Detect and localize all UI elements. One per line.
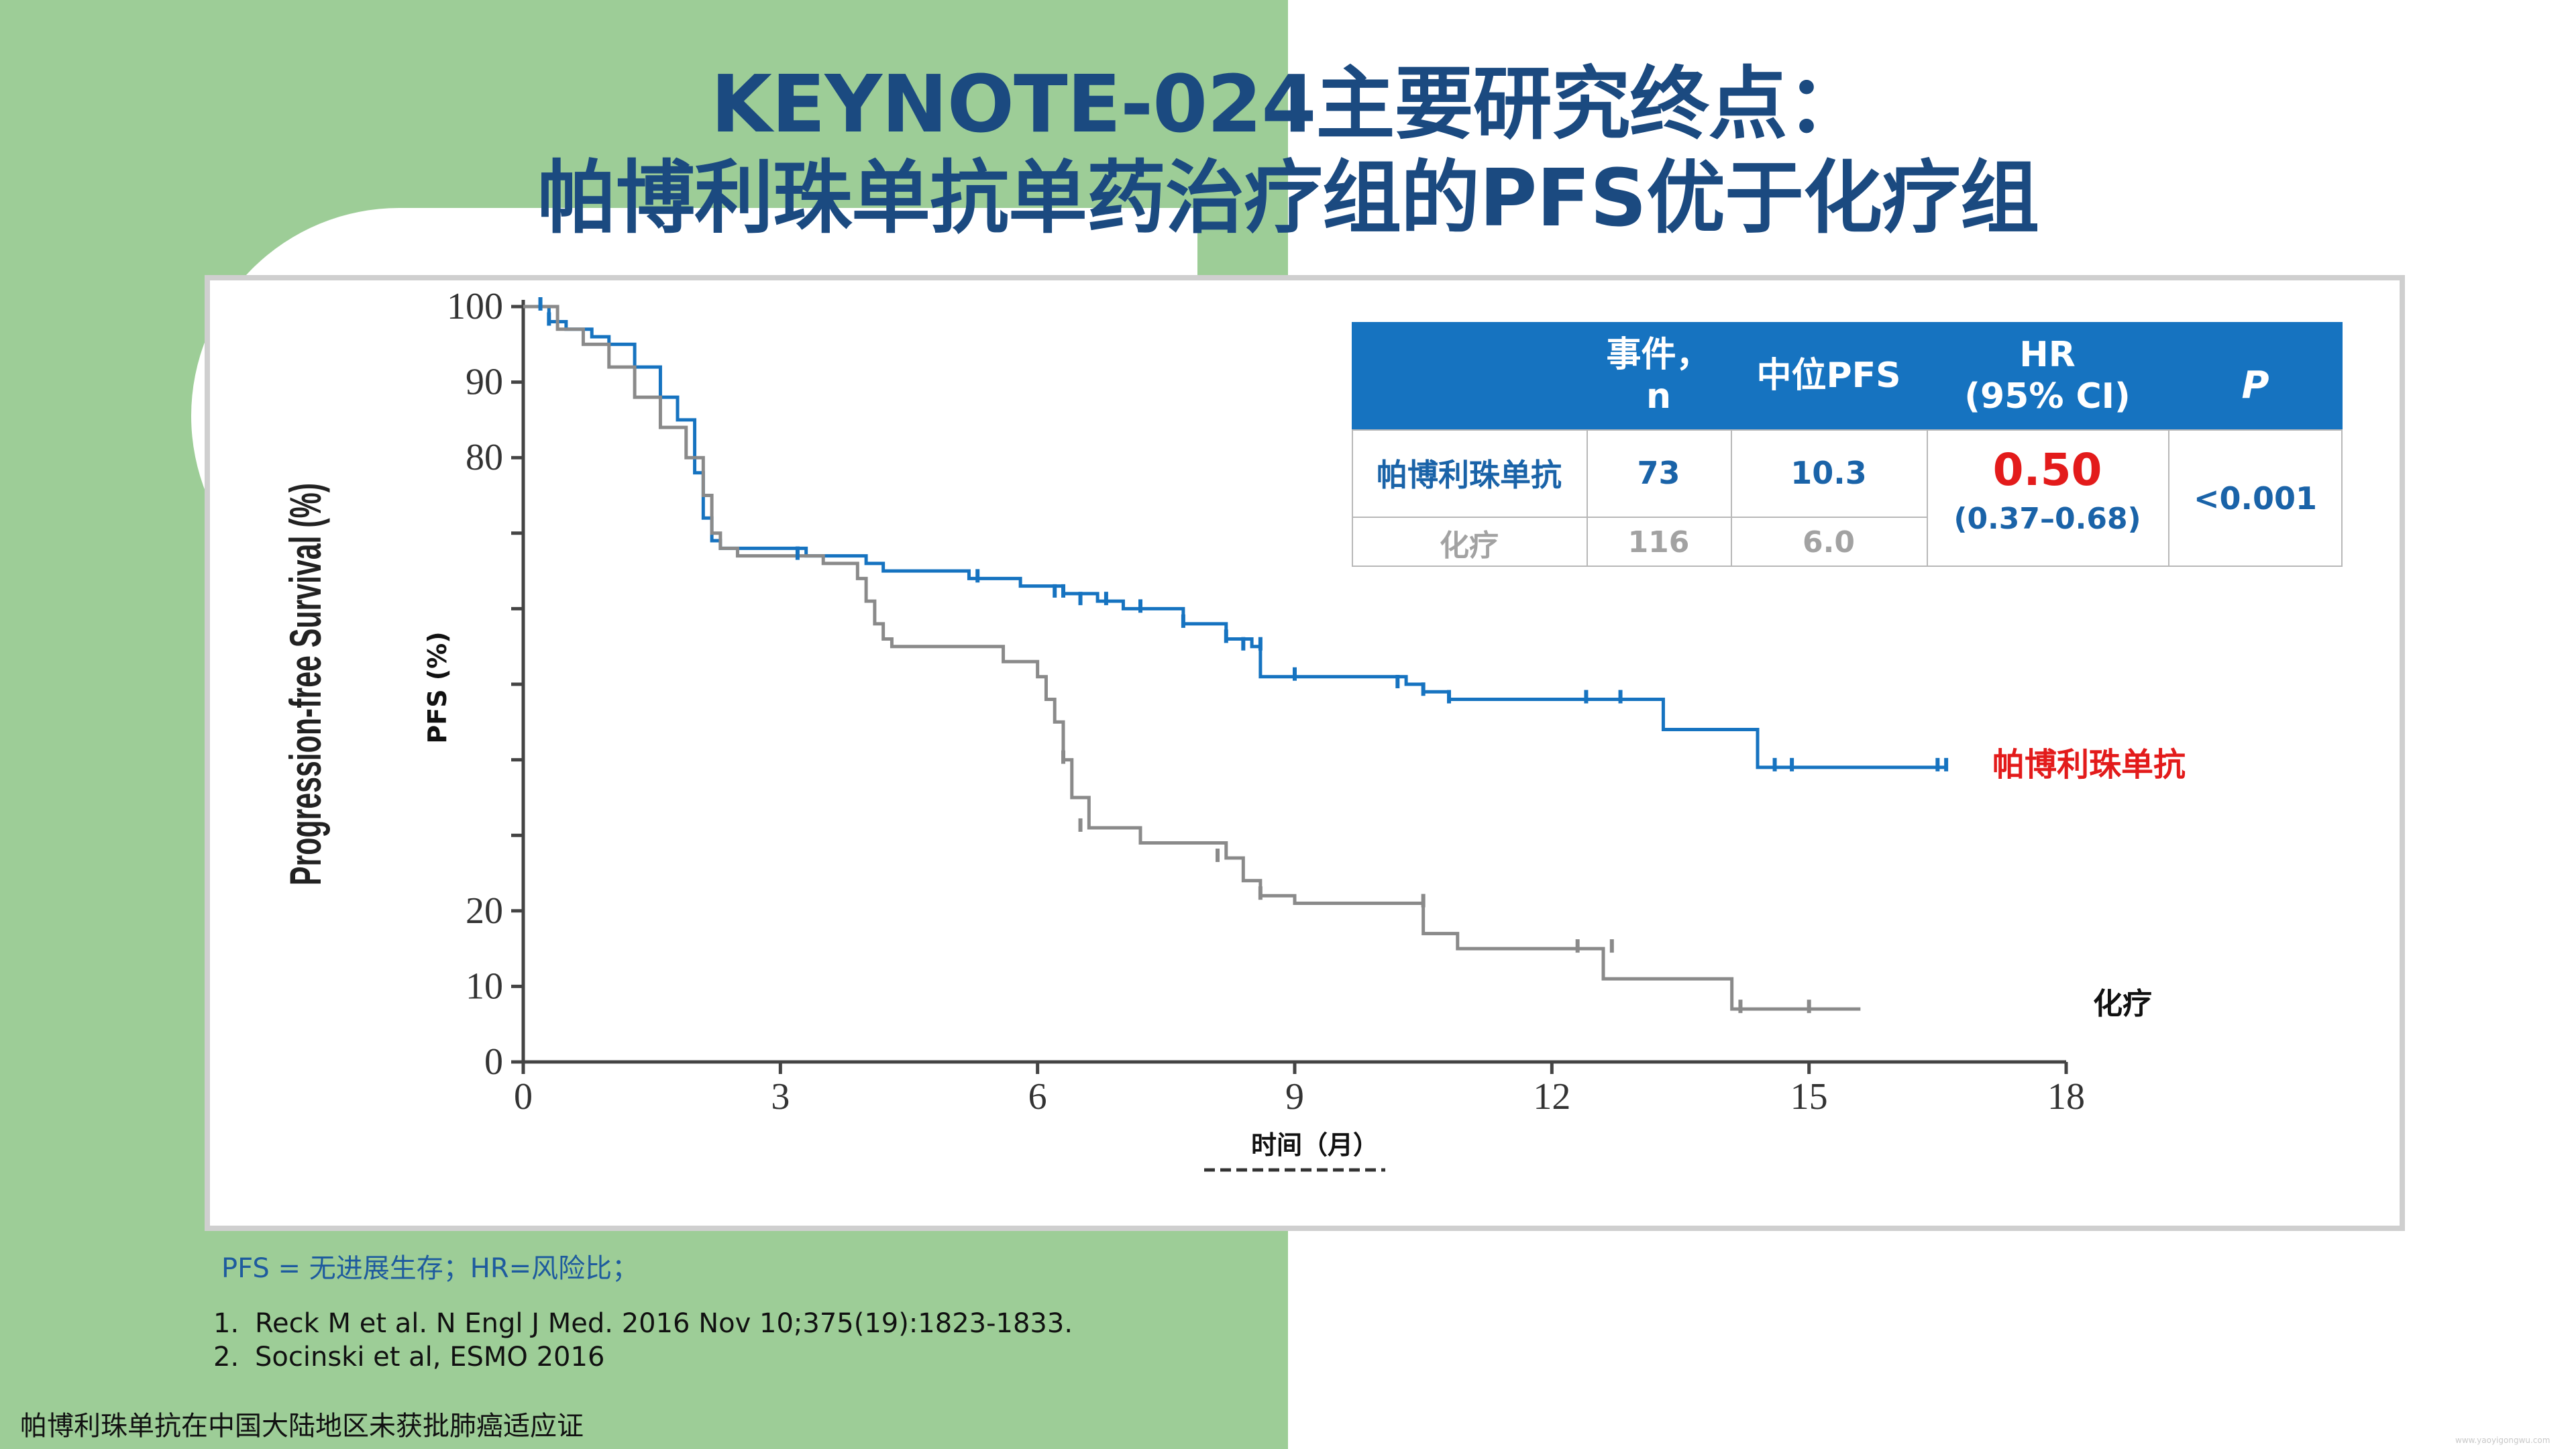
table-body [1352, 429, 2343, 567]
y-tick-label: 80 [466, 437, 503, 478]
x-tick-label: 3 [771, 1076, 790, 1118]
table-col-divider [1587, 429, 1588, 567]
hr-ci: (0.37–0.68) [1953, 501, 2141, 536]
header-hr: HR (95% CI) [1964, 335, 2131, 417]
x-tick-label: 0 [514, 1076, 533, 1118]
y-tick-label: 90 [466, 362, 503, 403]
hr-value: 0.50 [1992, 443, 2102, 496]
x-tick-label: 12 [1533, 1076, 1570, 1118]
y-axis-label-original: Progression-free Survival (%) [280, 483, 330, 885]
plot-censor-marks [538, 297, 1949, 1014]
row-chemo-median: 6.0 [1803, 525, 1855, 559]
table-col-divider [1731, 429, 1732, 567]
x-tick-label: 15 [1790, 1076, 1828, 1118]
y-axis-label: PFS (%) [423, 631, 452, 743]
table-row-divider [1352, 517, 1927, 518]
row-pembro-median: 10.3 [1790, 455, 1867, 491]
km-curve-chemo [523, 305, 1861, 1011]
header-median-pfs: 中位PFS [1756, 356, 1901, 396]
row-pembro-events: 73 [1637, 455, 1680, 491]
header-p: P [2241, 364, 2269, 407]
y-tick-label: 10 [466, 965, 503, 1007]
series-label-chemo: 化疗 [2093, 987, 2152, 1021]
row-chemo-events: 116 [1627, 525, 1690, 559]
plot-axes: 0 3 6 9 12 15 18 0 10 20 80 90 100 [447, 286, 2085, 1118]
reference-item: 1. Reck M et al. N Engl J Med. 2016 Nov 1… [213, 1308, 1073, 1339]
table-header-row [1352, 322, 2343, 429]
row-pembro-arm: 帕博利珠单抗 [1377, 457, 1562, 493]
results-table: 事件， n 中位PFS HR (95% CI) P 帕博利珠单抗 73 10.3… [1352, 322, 2343, 567]
reference-item: 2. Socinski et al, ESMO 2016 [213, 1342, 605, 1373]
row-chemo-arm: 化疗 [1440, 528, 1499, 563]
y-tick-label: 100 [447, 286, 503, 327]
x-tick-label: 9 [1285, 1076, 1304, 1118]
table-col-divider [1927, 429, 1928, 567]
p-value: <0.001 [2193, 480, 2318, 517]
chart-frame [205, 275, 2405, 1231]
slide-title-line2: 帕博利珠单抗单药治疗组的PFS优于化疗组 [537, 152, 2039, 244]
references-list: 1. Reck M et al. N Engl J Med. 2016 Nov 1… [213, 1307, 1073, 1374]
x-tick-label: 6 [1028, 1076, 1047, 1118]
slide-title-line1: KEYNOTE-024主要研究终点： [710, 58, 1866, 150]
series-label-pembro: 帕博利珠单抗 [1992, 746, 2186, 784]
table-col-divider [2168, 429, 2169, 567]
header-events: 事件， n [1606, 335, 1711, 417]
x-tick-label: 18 [2047, 1076, 2085, 1118]
y-tick-label: 20 [466, 890, 503, 932]
regulatory-disclaimer: 帕博利珠单抗在中国大陆地区未获批肺癌适应证 [20, 1411, 584, 1442]
watermark: www.yaoyigongwu.com [2455, 1436, 2551, 1445]
y-tick-label: 0 [484, 1041, 503, 1083]
abbreviation-footnote: PFS = 无进展生存；HR=风险比； [221, 1253, 639, 1284]
x-axis-label: 时间（月） [1251, 1130, 1379, 1160]
